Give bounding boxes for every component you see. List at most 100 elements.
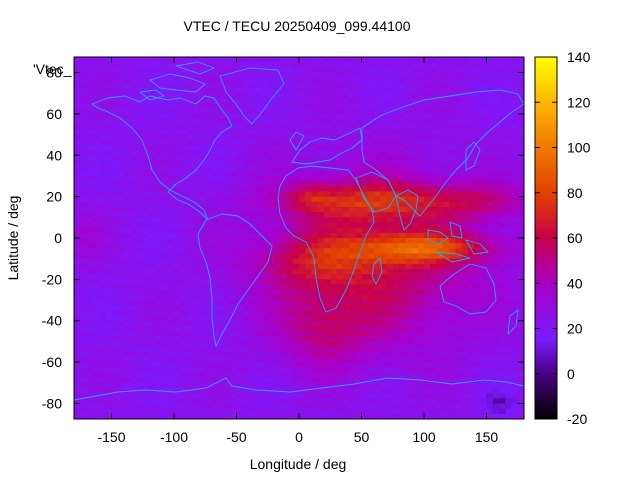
heatmap-cell [74, 238, 81, 244]
heatmap-cell [161, 274, 169, 280]
heatmap-cell [224, 331, 231, 337]
heatmap-cell [424, 243, 431, 249]
heatmap-cell [211, 175, 219, 182]
heatmap-cell [236, 88, 244, 94]
heatmap-cell [461, 186, 469, 193]
heatmap-cell [124, 155, 131, 162]
heatmap-cell [136, 160, 144, 167]
heatmap-cell [342, 144, 350, 151]
heatmap-cell [74, 408, 81, 415]
heatmap-cell [111, 232, 119, 239]
heatmap-cell [192, 155, 200, 162]
heatmap-cell [205, 217, 213, 224]
heatmap-cell [267, 181, 275, 187]
heatmap-cell [336, 181, 344, 187]
heatmap-cell [142, 269, 150, 275]
heatmap-cell [117, 227, 125, 234]
heatmap-cell [180, 372, 188, 379]
heatmap-cell [255, 103, 263, 110]
heatmap-cell [349, 181, 356, 187]
heatmap-cell [355, 150, 363, 156]
heatmap-cell [455, 289, 463, 296]
heatmap-cell [236, 181, 244, 187]
heatmap-cell [124, 72, 131, 79]
heatmap-cell [324, 170, 331, 177]
heatmap-cell [336, 393, 344, 399]
heatmap-cell [186, 331, 194, 337]
heatmap-cell [505, 206, 513, 213]
heatmap-cell [517, 181, 524, 187]
heatmap-cell [292, 196, 300, 203]
heatmap-cell [486, 346, 494, 353]
heatmap-cell [86, 212, 94, 218]
heatmap-cell [461, 320, 469, 327]
heatmap-cell [505, 269, 513, 275]
heatmap-cell [236, 289, 244, 296]
heatmap-cell [174, 181, 181, 187]
heatmap-cell [174, 108, 181, 115]
heatmap-cell [430, 103, 438, 110]
heatmap-cell [174, 124, 181, 130]
heatmap-cell [486, 82, 494, 89]
heatmap-cell [111, 238, 119, 244]
heatmap-cell [436, 139, 444, 146]
heatmap-cell [336, 227, 344, 234]
heatmap-cell [267, 196, 275, 203]
heatmap-cell [349, 377, 356, 384]
heatmap-cell [474, 62, 481, 68]
heatmap-cell [99, 263, 106, 270]
heatmap-cell [86, 186, 94, 193]
heatmap-cell [99, 356, 106, 363]
heatmap-cell [436, 150, 444, 156]
heatmap-cell [255, 346, 263, 353]
heatmap-cell [417, 382, 425, 389]
heatmap-cell [255, 196, 263, 203]
heatmap-cell [224, 150, 231, 156]
heatmap-cell [455, 232, 463, 239]
heatmap-cell [386, 170, 394, 177]
heatmap-cell [149, 408, 156, 415]
heatmap-cell [305, 346, 313, 353]
heatmap-cell [367, 98, 375, 105]
heatmap-cell [430, 222, 438, 229]
heatmap-cell [130, 269, 138, 275]
heatmap-cell [261, 144, 269, 151]
heatmap-cell [199, 289, 206, 296]
heatmap-cell [167, 98, 175, 105]
heatmap-cell [411, 77, 419, 84]
heatmap-cell [336, 315, 344, 322]
heatmap-cell [461, 279, 469, 286]
heatmap-cell [405, 150, 413, 156]
heatmap-cell [417, 108, 425, 115]
heatmap-cell [74, 72, 81, 79]
heatmap-cell [236, 119, 244, 125]
heatmap-cell [255, 201, 263, 208]
heatmap-cell [130, 336, 138, 343]
heatmap-cell [192, 88, 200, 94]
heatmap-cell [255, 93, 263, 99]
heatmap-cell [511, 227, 519, 234]
heatmap-cell [111, 310, 119, 317]
heatmap-cell [286, 57, 294, 63]
heatmap-cell [424, 155, 431, 162]
heatmap-cell [267, 356, 275, 363]
heatmap-cell [149, 113, 156, 120]
heatmap-cell [411, 227, 419, 234]
heatmap-cell [486, 77, 494, 84]
heatmap-cell [355, 356, 363, 363]
heatmap-cell [511, 72, 519, 79]
heatmap-cell [199, 372, 206, 379]
heatmap-cell [274, 398, 281, 405]
heatmap-cell [124, 331, 131, 337]
heatmap-cell [261, 356, 269, 363]
heatmap-cell [311, 367, 319, 374]
heatmap-cell [505, 227, 513, 234]
heatmap-cell [242, 315, 250, 322]
heatmap-cell [380, 72, 388, 79]
heatmap-cell [130, 196, 138, 203]
heatmap-cell [274, 227, 281, 234]
heatmap-cell [342, 367, 350, 374]
heatmap-cell [274, 77, 281, 84]
heatmap-cell [242, 382, 250, 389]
heatmap-cell [336, 232, 344, 239]
